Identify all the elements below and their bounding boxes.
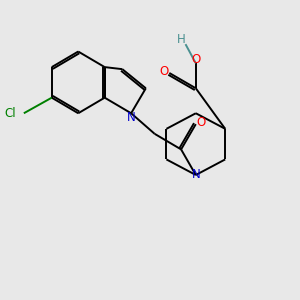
Text: Cl: Cl: [5, 107, 16, 120]
Text: O: O: [196, 116, 206, 129]
Text: O: O: [191, 53, 200, 66]
Text: N: N: [191, 169, 200, 182]
Text: N: N: [127, 111, 136, 124]
Text: O: O: [159, 65, 169, 78]
Text: H: H: [177, 33, 185, 46]
